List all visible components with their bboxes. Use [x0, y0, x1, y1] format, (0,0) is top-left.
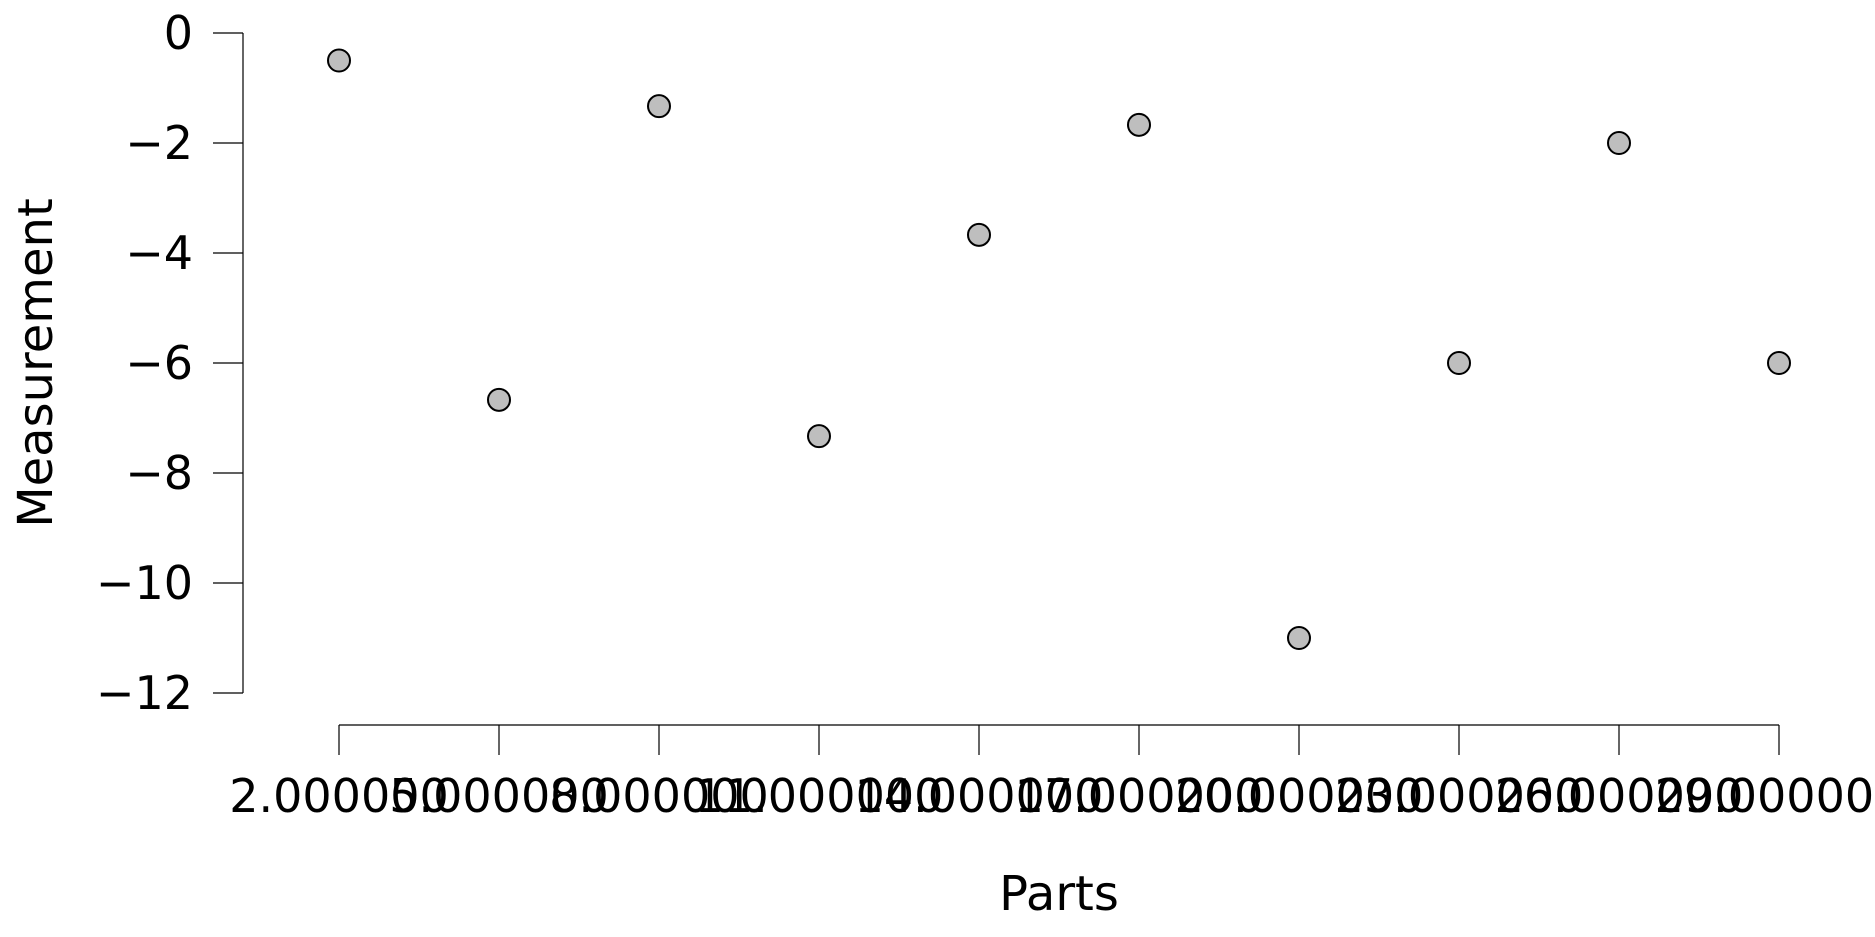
- y-tick-label: −12: [96, 666, 193, 720]
- x-tick-label: 26.000000: [1495, 769, 1744, 823]
- x-tick-label: 5.000000: [389, 769, 609, 823]
- data-point: [1127, 112, 1151, 137]
- x-tick-label: 20.000000: [1175, 769, 1424, 823]
- y-tick-label: 0: [164, 6, 193, 60]
- y-axis: 0 −2 −4 −6 −8 −10 −12: [96, 6, 244, 720]
- y-tick-label: −10: [96, 556, 193, 610]
- data-point: [967, 222, 991, 247]
- y-tick-label: −6: [125, 336, 193, 390]
- y-tick-label: −8: [125, 446, 193, 500]
- data-point: [647, 94, 671, 119]
- data-point: [1447, 351, 1471, 375]
- data-point: [807, 424, 831, 449]
- x-tick-label: 17.000000: [1015, 769, 1264, 823]
- x-tick-label: 29.000000: [1655, 769, 1875, 823]
- x-tick-label: 2.000000: [229, 769, 449, 823]
- x-tick-label: 23.000000: [1335, 769, 1584, 823]
- x-tick-label: 8.000000: [549, 769, 769, 823]
- data-point: [1287, 626, 1311, 650]
- data-point: [1607, 131, 1631, 155]
- y-tick-label: −4: [125, 226, 193, 280]
- x-tick-label: 14.000000: [855, 769, 1104, 823]
- y-axis-label: Measurement: [8, 198, 64, 528]
- data-point: [487, 387, 511, 412]
- x-axis-label: Parts: [999, 866, 1119, 922]
- data-points: [327, 48, 1791, 650]
- y-tick-label: −2: [125, 116, 193, 170]
- x-axis: 2.0000005.0000008.00000011.00000014.0000…: [229, 724, 1875, 823]
- data-point: [327, 48, 351, 73]
- x-tick-label: 11.000000: [695, 769, 944, 823]
- data-point: [1767, 351, 1791, 375]
